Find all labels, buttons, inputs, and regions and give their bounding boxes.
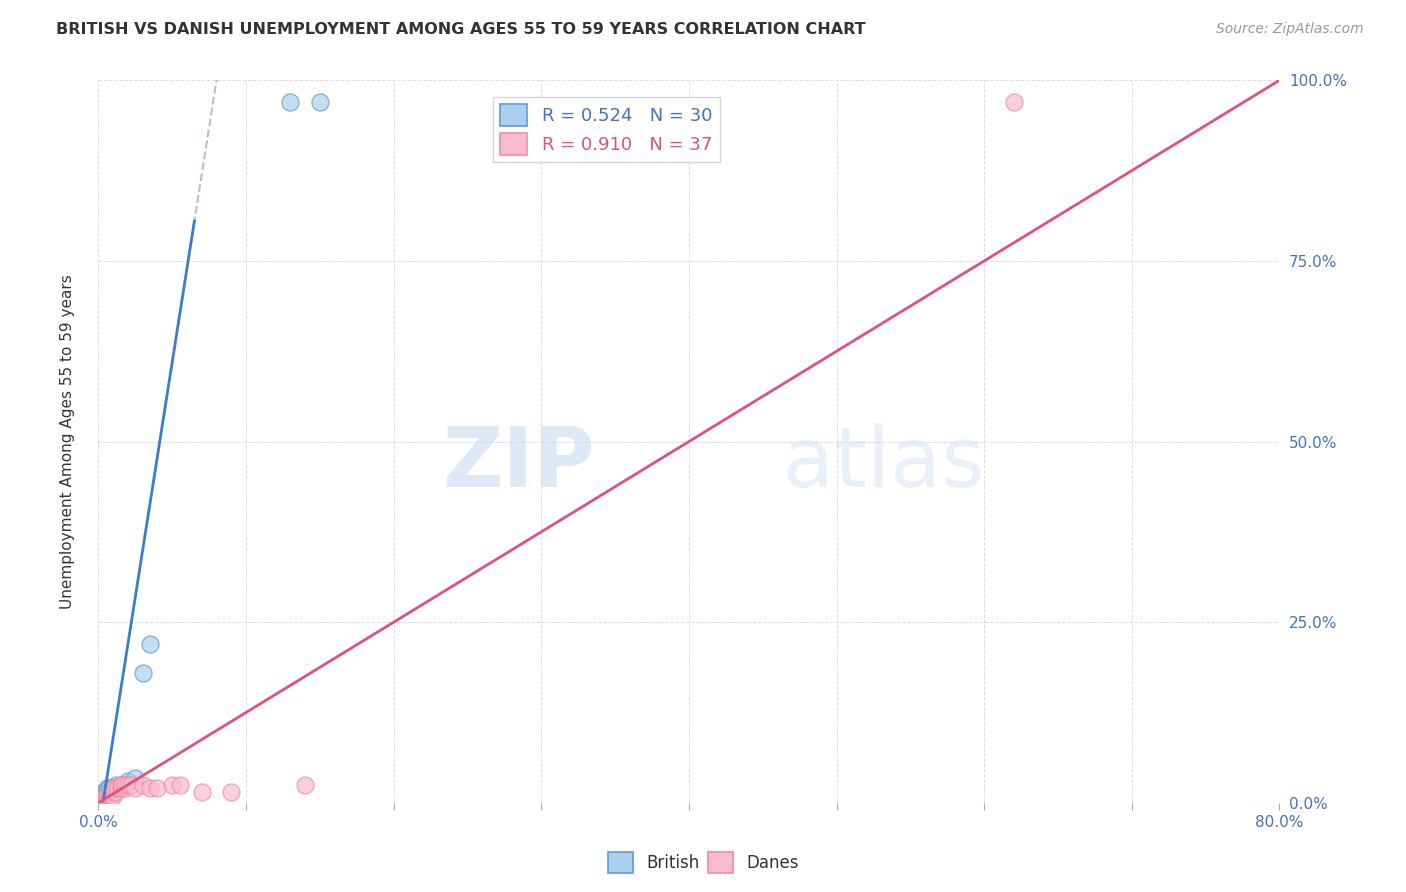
Point — [96, 789, 118, 803]
Point — [103, 785, 125, 799]
Point — [94, 790, 117, 805]
Point — [97, 790, 120, 805]
Point — [105, 778, 128, 792]
Point — [110, 781, 132, 796]
Point — [100, 789, 122, 803]
Point — [111, 778, 134, 792]
Point — [96, 792, 118, 806]
Text: ZIP: ZIP — [441, 423, 595, 504]
Legend: R = 0.524   N = 30, R = 0.910   N = 37: R = 0.524 N = 30, R = 0.910 N = 37 — [494, 96, 720, 162]
Point — [91, 794, 114, 808]
Text: Source: ZipAtlas.com: Source: ZipAtlas.com — [1216, 22, 1364, 37]
Point — [309, 95, 332, 109]
Point — [139, 637, 162, 651]
Point — [114, 778, 136, 792]
Point — [91, 789, 114, 803]
Point — [91, 792, 114, 806]
Point — [96, 792, 118, 806]
Point — [139, 781, 162, 796]
Point — [98, 789, 121, 803]
Point — [90, 792, 112, 806]
Point — [98, 785, 121, 799]
Point — [110, 778, 132, 792]
Point — [97, 785, 120, 799]
Point — [1002, 95, 1025, 109]
Point — [98, 785, 121, 799]
Point — [93, 792, 115, 806]
Text: BRITISH VS DANISH UNEMPLOYMENT AMONG AGES 55 TO 59 YEARS CORRELATION CHART: BRITISH VS DANISH UNEMPLOYMENT AMONG AGE… — [56, 22, 866, 37]
Y-axis label: Unemployment Among Ages 55 to 59 years: Unemployment Among Ages 55 to 59 years — [60, 274, 75, 609]
Point — [124, 771, 146, 785]
Point — [103, 781, 125, 796]
Point — [96, 789, 118, 803]
Point — [114, 778, 136, 792]
Point — [93, 792, 115, 806]
Point — [132, 665, 155, 680]
Point — [280, 95, 302, 109]
Point — [103, 789, 125, 803]
Point — [124, 781, 146, 796]
Point — [221, 785, 243, 799]
Point — [100, 781, 122, 796]
Point — [90, 794, 112, 808]
Point — [100, 785, 122, 799]
Point — [169, 778, 191, 792]
Point — [191, 785, 214, 799]
Point — [114, 781, 136, 796]
Point — [94, 789, 117, 803]
Text: atlas: atlas — [783, 423, 986, 504]
Point — [105, 781, 128, 796]
Point — [110, 781, 132, 796]
Point — [91, 792, 114, 806]
Point — [146, 781, 169, 796]
Point — [93, 785, 115, 799]
Point — [162, 778, 183, 792]
Point — [120, 778, 142, 792]
Point — [94, 792, 117, 806]
Point — [94, 792, 117, 806]
Point — [132, 778, 155, 792]
Point — [97, 781, 120, 796]
Point — [117, 778, 139, 792]
Point — [117, 774, 139, 789]
Point — [105, 785, 128, 799]
Point — [103, 781, 125, 796]
Point — [96, 781, 118, 796]
Legend: British, Danes: British, Danes — [600, 846, 806, 880]
Point — [100, 785, 122, 799]
Point — [97, 789, 120, 803]
Point — [98, 789, 121, 803]
Point — [94, 785, 117, 799]
Point — [93, 789, 115, 803]
Point — [107, 781, 129, 796]
Point — [294, 778, 316, 792]
Point — [97, 789, 120, 803]
Point — [110, 778, 132, 792]
